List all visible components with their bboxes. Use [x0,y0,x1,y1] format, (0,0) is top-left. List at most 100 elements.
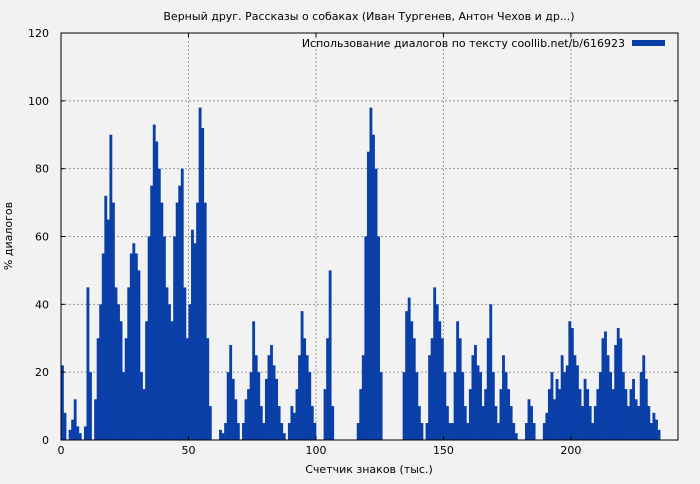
bar [606,355,610,440]
bar [272,365,276,440]
y-tick-label: 0 [42,434,49,447]
bar [494,406,498,440]
bar [586,389,590,441]
x-tick-label: 100 [305,444,326,457]
legend: Использование диалогов по тексту coollib… [302,37,665,50]
bar [652,412,656,440]
bar [137,270,141,440]
y-tick-label: 120 [28,27,49,40]
bar [573,355,577,440]
bar [655,419,658,440]
bar [155,141,159,440]
bar [405,311,409,440]
bar [619,338,623,440]
bar [649,423,653,440]
bar [104,195,108,440]
bar [616,328,620,440]
bar [78,433,82,440]
bar [356,423,360,440]
bar [568,321,572,440]
bar [415,372,419,440]
bar [150,185,154,441]
bar [361,355,365,440]
bar [525,423,528,440]
bar [474,345,477,440]
bar [366,151,370,440]
bar [122,372,126,440]
bar [509,406,513,440]
legend-swatch [632,40,665,46]
bar [224,423,228,440]
bar [476,365,480,440]
bar [287,423,291,440]
bar [175,202,179,440]
bar [134,253,138,440]
bar [254,355,258,440]
bar [275,378,279,440]
bar [451,423,454,440]
legend-label: Использование диалогов по тексту coollib… [302,37,625,50]
bar [293,412,296,440]
bar [435,304,439,440]
bar [504,372,508,440]
bar [124,338,128,440]
bar [547,389,551,441]
bar [377,236,380,440]
bar [560,355,564,440]
bar [576,365,579,440]
y-tick-label: 20 [35,366,49,379]
bar [657,429,661,440]
bar [604,331,607,440]
bar [550,372,554,440]
bar [372,134,375,440]
bar [410,321,414,440]
bar [173,236,177,440]
bar [142,389,146,441]
bar [152,124,156,440]
bar [530,406,533,440]
bar [168,304,171,440]
bar [484,389,488,441]
bar [624,389,628,441]
bar [76,426,80,440]
bar [593,406,597,440]
bar [63,412,67,440]
x-tick-label: 200 [560,444,581,457]
bar [632,378,635,440]
bar [425,423,429,440]
bar [244,399,248,440]
bar [290,406,294,440]
x-tick-label: 0 [58,444,65,457]
bar [601,338,605,440]
bar [440,338,444,440]
bar [242,423,245,440]
x-tick-label: 150 [433,444,454,457]
bar [111,202,115,440]
bar [639,372,643,440]
y-tick-label: 100 [28,95,49,108]
bar [165,287,169,441]
bar [147,236,151,440]
bar [89,372,92,440]
bar [331,406,335,440]
bar [234,399,238,440]
bar [598,372,602,440]
bar [313,423,317,440]
bar [588,406,592,440]
bar [458,338,462,440]
bar [252,321,256,440]
bar [267,355,271,440]
bar [420,423,424,440]
bar [468,389,472,441]
bar [417,406,421,440]
bar [303,338,307,440]
bar [127,287,131,441]
y-tick-label: 80 [35,163,49,176]
bar [637,406,641,440]
bar [109,134,113,440]
bar [428,355,431,440]
bar [453,372,457,440]
bar [443,372,447,440]
chart-title: Верный друг. Рассказы о собаках (Иван Ту… [163,10,574,23]
